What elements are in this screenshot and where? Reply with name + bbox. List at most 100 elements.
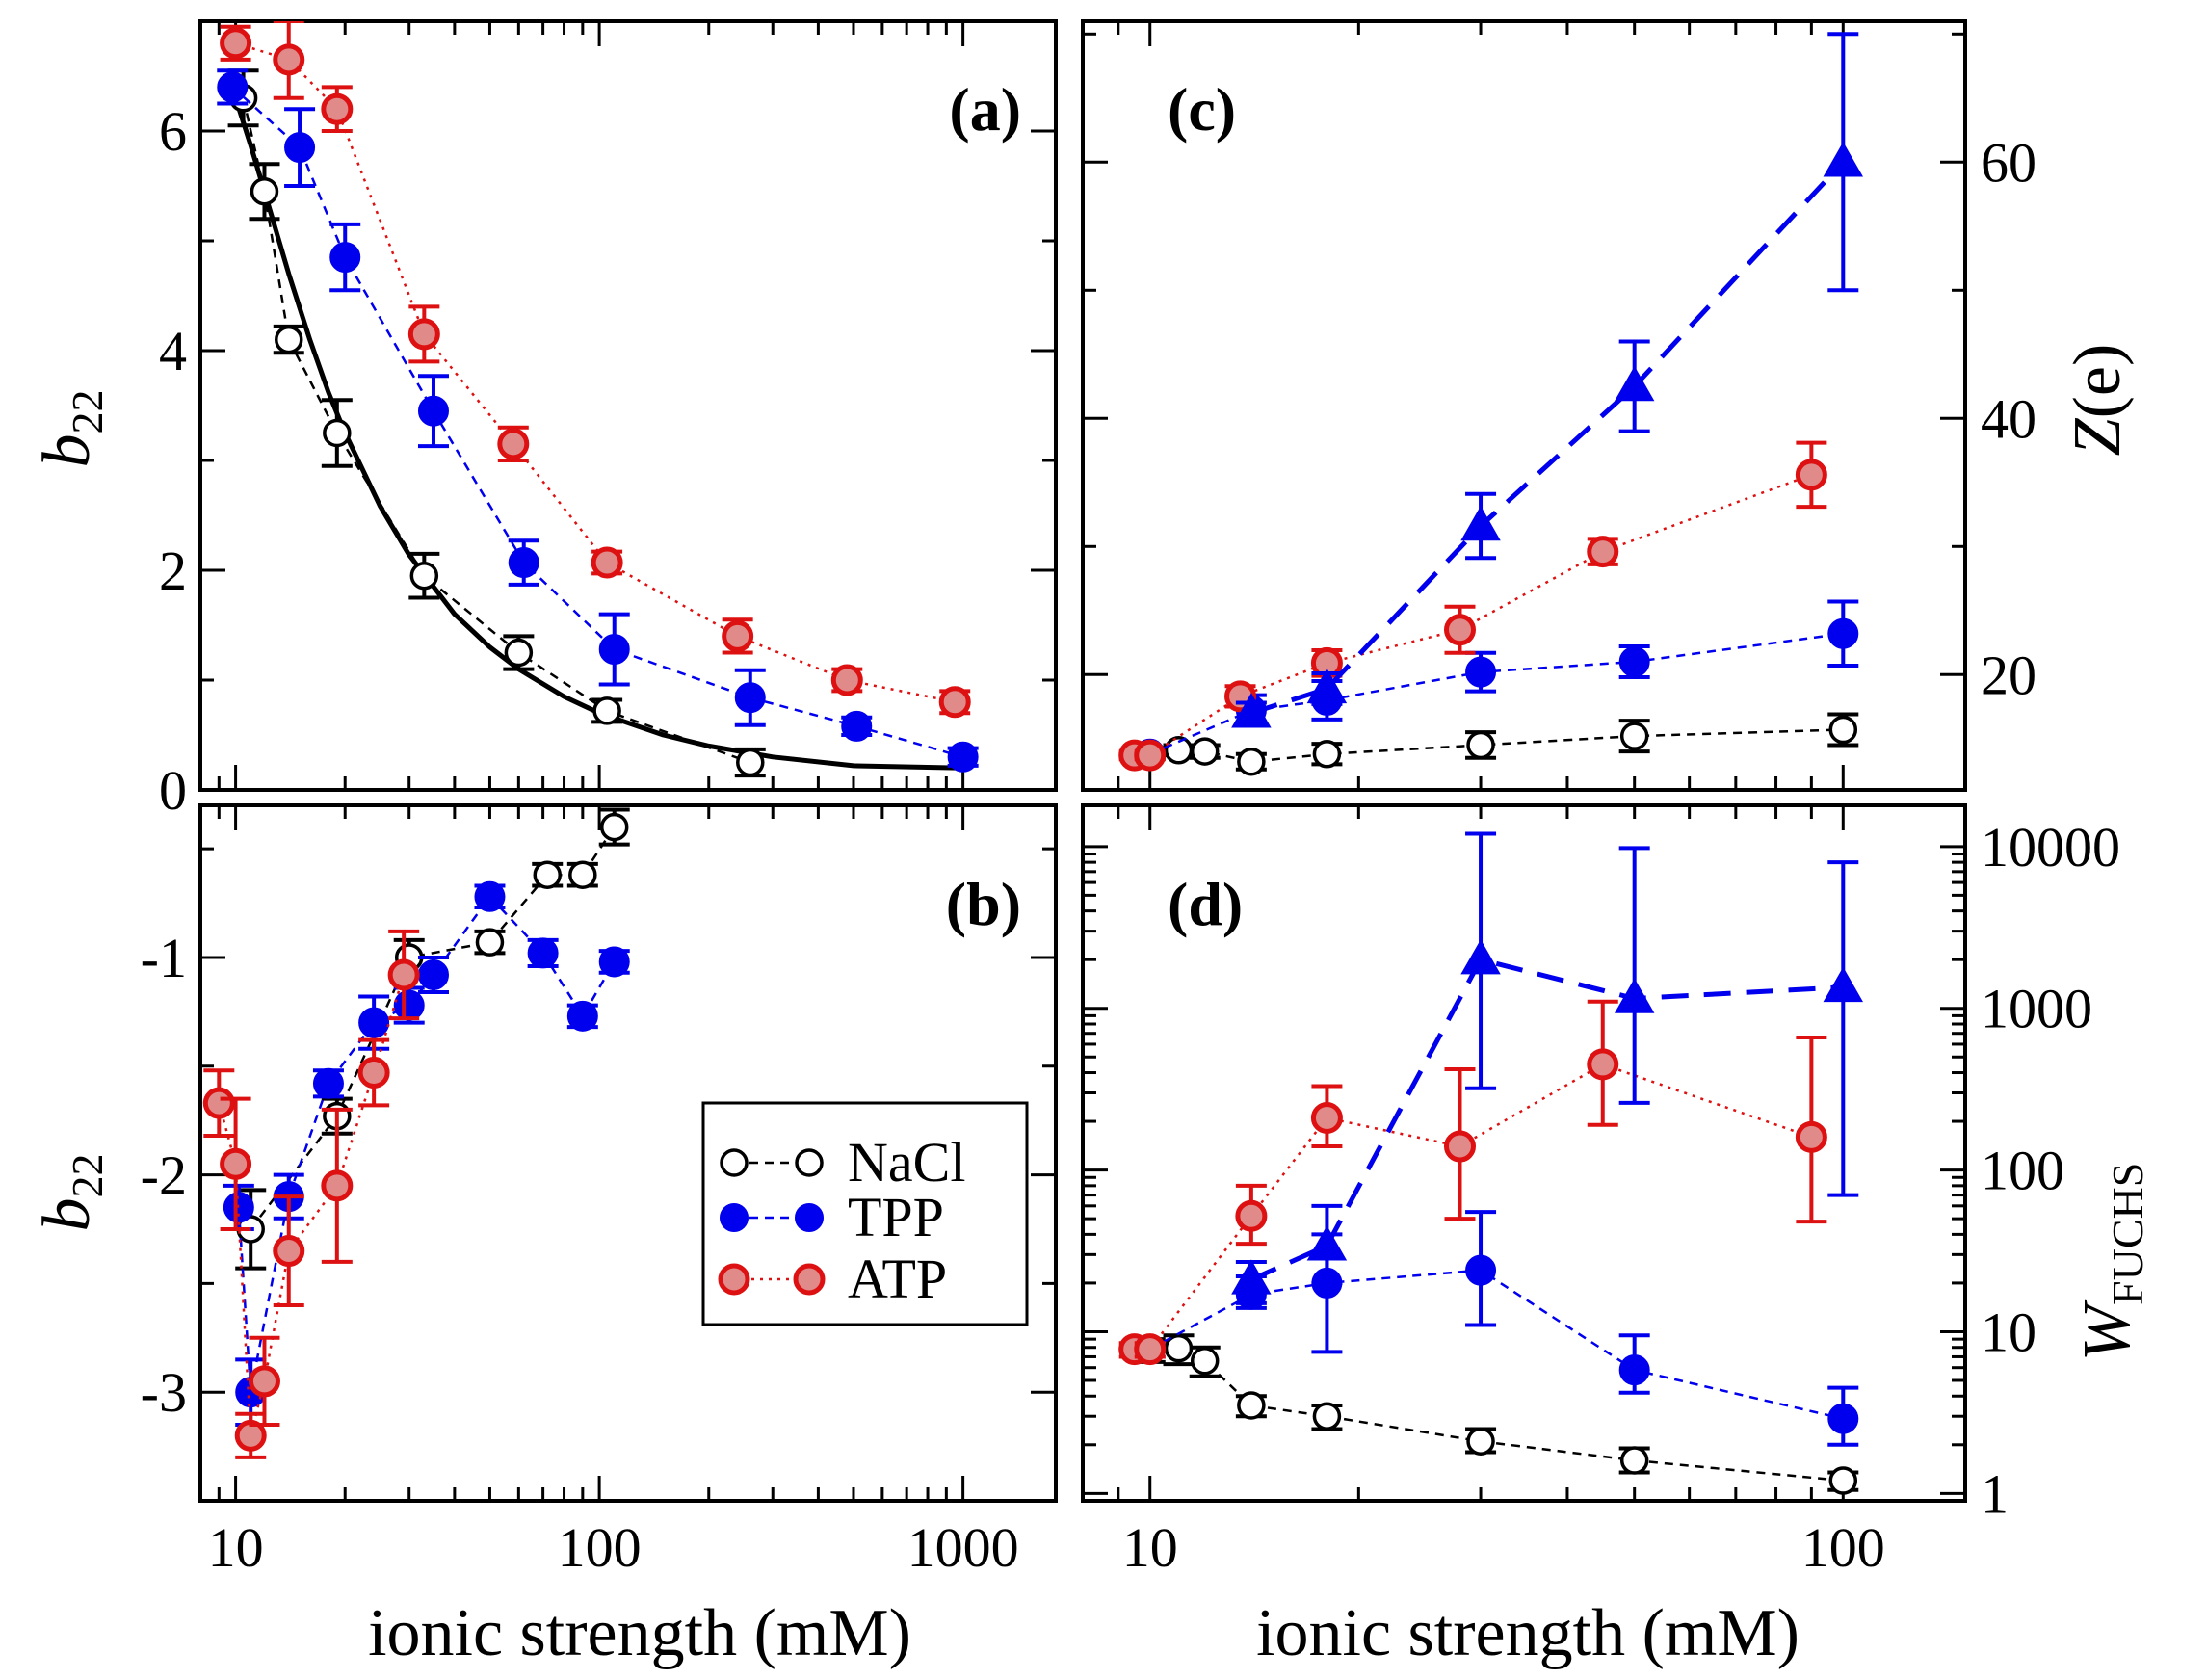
- point-nacl-d: [1466, 1427, 1495, 1456]
- point-tpp-d: [1827, 1403, 1859, 1434]
- point-atp-a: [497, 428, 530, 460]
- point-nacl-a: [323, 418, 352, 448]
- legend-entry-tpp: TPP: [720, 1186, 944, 1248]
- point-tpp-a: [508, 547, 539, 579]
- panel-a-frame: [198, 19, 1058, 792]
- point-tpp-z-c: [1306, 668, 1348, 704]
- y-tick-label-a: 6: [159, 100, 187, 163]
- y-axis-label-a: b22: [30, 390, 112, 468]
- x-tick-label-d: 100: [1801, 1516, 1885, 1579]
- point-tpp-d: [1618, 1354, 1650, 1386]
- panel-d-frame: [1081, 803, 1967, 1503]
- point-atp-b: [273, 1235, 305, 1268]
- point-nacl-a: [250, 176, 279, 206]
- point-nacl-a: [275, 325, 303, 354]
- x-axis-label-left: ionic strength (mM): [368, 1596, 911, 1670]
- x-tick-label-b: 1000: [907, 1516, 1019, 1579]
- legend-marker-atp-1: [718, 1263, 750, 1296]
- y-tick-label-a: 4: [159, 320, 187, 382]
- point-nacl-c: [1619, 722, 1649, 750]
- y-tick-label-d: 1000: [1981, 978, 2092, 1040]
- point-nacl-a: [592, 696, 621, 725]
- point-tpp-z-c: [1614, 366, 1655, 402]
- point-atp-b: [387, 958, 420, 991]
- series-tpp-a: [217, 68, 979, 773]
- series-nacl-fit-a: [233, 97, 963, 771]
- legend-frame: [701, 1101, 1029, 1326]
- y-tick-label-d: 10: [1981, 1300, 2036, 1363]
- point-atp-d: [1134, 1333, 1167, 1366]
- point-nacl-a: [504, 638, 534, 668]
- legend-label-atp: ATP: [848, 1247, 947, 1310]
- point-tpp-b: [566, 1000, 598, 1032]
- panel-d-label: (d): [1168, 870, 1243, 938]
- point-nacl-b: [599, 812, 629, 842]
- point-tpp-w-d: [1614, 978, 1655, 1013]
- series-nacl-d: [1134, 1333, 1859, 1495]
- point-tpp-d: [1465, 1254, 1497, 1286]
- y-tick-label-a: 0: [159, 759, 187, 822]
- legend-label-tpp: TPP: [848, 1186, 944, 1248]
- point-atp-c: [1795, 459, 1827, 491]
- y-label-b-main: b: [30, 1198, 104, 1232]
- y-tick-label-c: 40: [1981, 387, 2036, 450]
- point-tpp-a: [734, 682, 766, 714]
- point-atp-c: [1443, 614, 1476, 646]
- panel-c: 20 40 60: [1081, 19, 2036, 792]
- point-tpp-c: [1465, 656, 1497, 688]
- y-label-a-main: b: [30, 434, 104, 468]
- panel-c-frame: [1081, 19, 1967, 792]
- point-nacl-b: [568, 860, 597, 889]
- y-label-c-suffix: (e): [2061, 344, 2135, 419]
- plot-area-c: [1118, 32, 1864, 776]
- y-tick-label-b: -1: [141, 927, 187, 989]
- plot-area-a: [217, 21, 979, 778]
- legend-entry-nacl: NaCl: [720, 1131, 965, 1194]
- point-nacl-b: [475, 928, 505, 957]
- point-atp-a: [273, 43, 305, 76]
- x-axis-label-right: ionic strength (mM): [1256, 1596, 1800, 1670]
- panel-b-label: (b): [946, 870, 1021, 938]
- plot-area-d: [1118, 831, 1864, 1495]
- point-tpp-b: [527, 937, 559, 969]
- point-tpp-a: [947, 741, 979, 773]
- x-tick-label-b: 100: [558, 1516, 642, 1579]
- point-atp-d: [1310, 1101, 1343, 1134]
- point-tpp-b: [598, 946, 630, 978]
- y-label-c-main: Z: [2061, 417, 2135, 456]
- point-atp-d: [1443, 1130, 1476, 1163]
- point-tpp-a: [841, 710, 873, 742]
- point-nacl-c: [1237, 747, 1266, 776]
- panel-b-frame: [198, 803, 1058, 1503]
- point-atp-b: [357, 1057, 390, 1089]
- point-tpp-b: [393, 989, 425, 1021]
- legend-marker-tpp-2: [795, 1203, 824, 1232]
- point-atp-b: [220, 1147, 252, 1180]
- y-tick-label-a: 2: [159, 539, 187, 602]
- point-tpp-z-c: [1460, 506, 1501, 541]
- y-label-a-sub: 22: [63, 390, 112, 434]
- panel-c-label: (c): [1168, 75, 1236, 144]
- y-axis-label-c: Z(e): [2061, 344, 2135, 457]
- point-tpp-a: [329, 242, 361, 274]
- point-atp-a: [407, 318, 440, 351]
- series-tpp-z-c: [1231, 32, 1864, 728]
- point-nacl-d: [1619, 1446, 1649, 1475]
- point-atp-c: [1134, 739, 1167, 772]
- legend-marker-nacl-1: [720, 1148, 749, 1177]
- point-nacl-d: [1237, 1391, 1266, 1420]
- point-tpp-w-d: [1823, 966, 1864, 1003]
- series-line-tpp-c: [1149, 632, 1844, 755]
- point-atp-b: [248, 1365, 280, 1398]
- series-nacl-c: [1134, 712, 1859, 776]
- panel-d: 10 100 1 10 100 1000 10000: [1081, 803, 2120, 1579]
- point-tpp-c: [1618, 646, 1650, 677]
- legend-marker-nacl-2: [795, 1148, 824, 1177]
- point-tpp-w-d: [1460, 939, 1501, 975]
- panel-a-label: (a): [949, 75, 1021, 144]
- point-tpp-b: [474, 880, 506, 912]
- point-nacl-c: [1828, 715, 1858, 745]
- point-tpp-w-d: [1306, 1225, 1348, 1261]
